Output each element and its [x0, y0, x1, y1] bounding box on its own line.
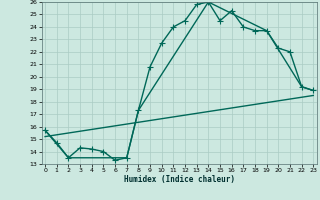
- X-axis label: Humidex (Indice chaleur): Humidex (Indice chaleur): [124, 175, 235, 184]
